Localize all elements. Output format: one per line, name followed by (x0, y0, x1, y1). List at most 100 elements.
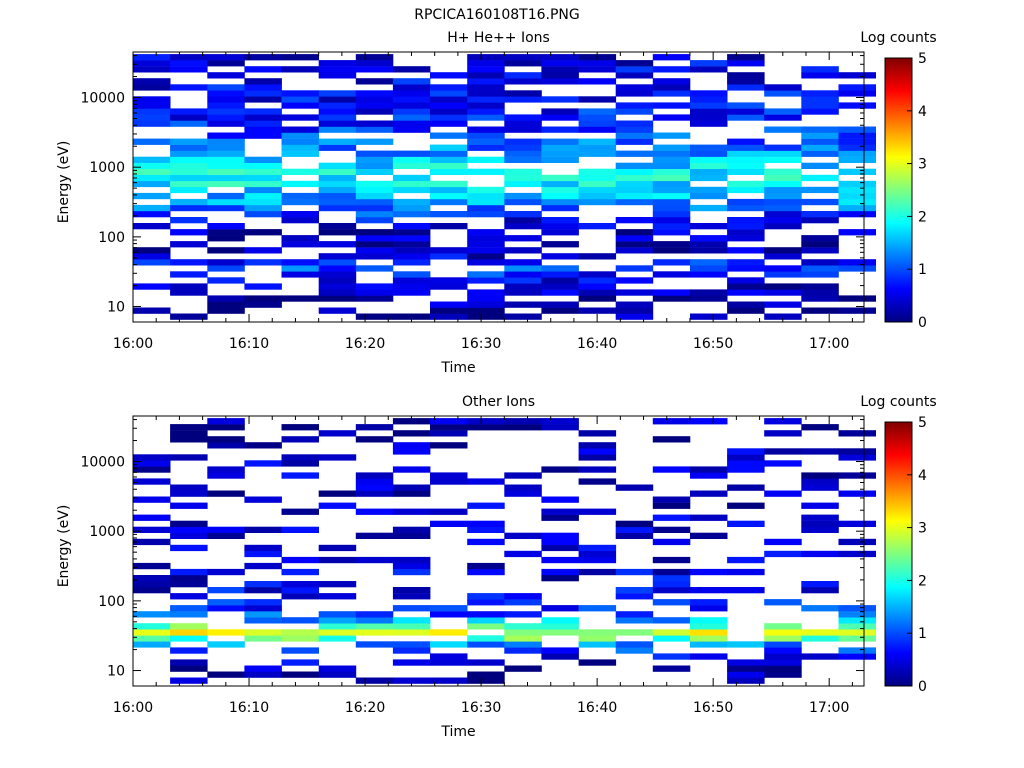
heatmap-cell (355, 211, 394, 218)
heatmap-cell (838, 538, 876, 546)
figure-title: RPCICA160108T16.PNG (414, 7, 579, 23)
heatmap-cell (281, 659, 319, 666)
heatmap-cell (615, 90, 654, 97)
heatmap-cell (355, 108, 394, 115)
heatmap-cell (541, 186, 579, 194)
x-tick-label: 16:00 (113, 336, 153, 352)
heatmap-cell (727, 556, 765, 564)
y-tick-label: 1000 (89, 160, 125, 176)
colorbar-tick-label: 2 (918, 209, 927, 225)
heatmap-cell (801, 90, 839, 97)
heatmap-cell (318, 454, 357, 461)
heatmap-cell (652, 568, 691, 576)
heatmap-cell (318, 629, 357, 636)
heatmap-cell (467, 192, 505, 200)
heatmap-cell (467, 54, 505, 61)
heatmap-cell (355, 168, 394, 175)
heatmap-cell (207, 295, 245, 302)
x-tick-label: 16:40 (577, 336, 617, 352)
heatmap-cell (355, 66, 394, 73)
heatmap-cell (727, 641, 765, 648)
heatmap-cell (578, 168, 617, 175)
heatmap-cell (541, 114, 579, 121)
heatmap-cell (801, 424, 839, 431)
heatmap-cell (133, 120, 171, 127)
heatmap-cell (281, 635, 319, 642)
heatmap-cell (504, 54, 542, 61)
heatmap-cell (578, 466, 617, 473)
heatmap-cell (652, 295, 691, 302)
heatmap-cell (430, 102, 468, 109)
heatmap-cell (764, 186, 802, 194)
heatmap-cell (244, 550, 282, 558)
heatmap-cell (430, 605, 468, 612)
heatmap-cell (430, 418, 468, 425)
heatmap-cell (652, 132, 691, 139)
heatmap-cell (504, 138, 542, 145)
heatmap-cell (690, 514, 728, 521)
heatmap-cell (355, 198, 394, 206)
heatmap-cell (207, 54, 245, 61)
heatmap-cell (207, 307, 245, 314)
heatmap-cell (652, 192, 691, 200)
heatmap-cell (430, 144, 468, 151)
heatmap-cell (578, 277, 617, 284)
heatmap-cell (392, 508, 431, 515)
heatmap-cell (355, 120, 394, 127)
heatmap-cell (133, 575, 171, 582)
heatmap-cell (392, 418, 431, 425)
heatmap-cell (652, 217, 691, 224)
heatmap-cell (244, 174, 282, 182)
heatmap-cell (801, 295, 839, 302)
heatmap-cell (541, 265, 579, 272)
heatmap-cell (652, 575, 691, 582)
heatmap-cell (652, 186, 691, 194)
heatmap-cell (690, 265, 728, 272)
heatmap-cell (244, 442, 282, 449)
heatmap-cell (207, 144, 245, 151)
heatmap-cell (690, 96, 728, 103)
heatmap-cell (318, 617, 357, 624)
y-tick-label: 10000 (80, 91, 125, 107)
heatmap-cell (133, 635, 171, 642)
heatmap-cell (392, 448, 431, 455)
heatmap-cell (578, 629, 617, 636)
heatmap-cell (578, 544, 617, 552)
heatmap-cell (430, 150, 468, 157)
heatmap-cell (355, 241, 394, 248)
heatmap-cell (541, 66, 579, 73)
panel-title: H+ He++ Ions (447, 30, 550, 46)
heatmap-cell (615, 641, 654, 648)
heatmap-cell (578, 66, 617, 73)
heatmap-cell (207, 168, 245, 175)
heatmap-cell (690, 635, 728, 642)
heatmap-cell (392, 568, 431, 576)
heatmap-cell (133, 96, 171, 103)
heatmap-cell (467, 623, 505, 630)
heatmap-cell (838, 611, 876, 618)
heatmap-cell (133, 623, 171, 630)
heatmap-cell (170, 156, 208, 163)
heatmap-cell (764, 550, 802, 558)
heatmap-cell (467, 72, 505, 79)
heatmap-cell (355, 283, 394, 290)
heatmap-cell (467, 520, 505, 527)
heatmap-cell (318, 289, 357, 296)
heatmap-cell (764, 418, 802, 425)
heatmap-cell (615, 162, 654, 169)
heatmap-cell (133, 66, 171, 73)
heatmap-cell (392, 229, 431, 236)
heatmap-cell (504, 593, 542, 600)
heatmap-cell (838, 629, 876, 636)
heatmap-cell (355, 60, 394, 67)
heatmap-cell (541, 108, 579, 115)
heatmap-cell (541, 223, 579, 230)
heatmap-cell (838, 647, 876, 654)
heatmap-cell (764, 538, 802, 546)
heatmap-cell (615, 617, 654, 624)
heatmap-cell (244, 229, 282, 236)
heatmap-cell (244, 192, 282, 200)
heatmap-cell (690, 466, 728, 473)
heatmap-cell (392, 629, 431, 636)
heatmap-cell (838, 90, 876, 97)
